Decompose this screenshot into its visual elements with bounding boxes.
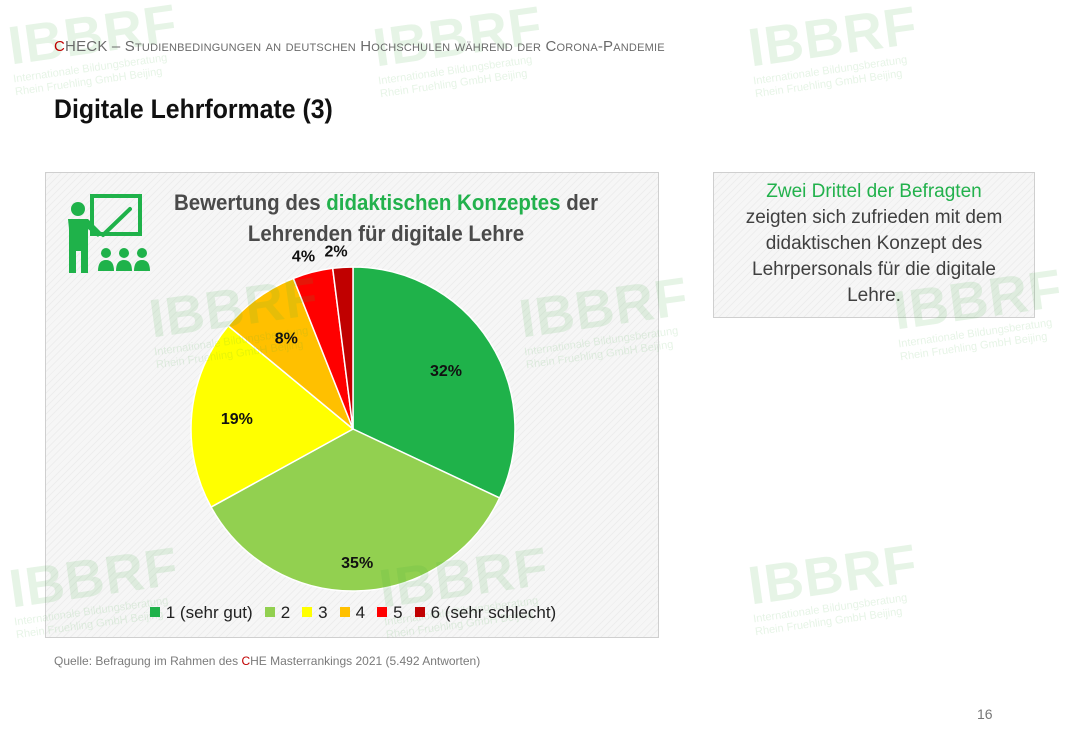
chart-title-part-1: Bewertung des xyxy=(173,190,327,215)
header-text: HECK – Studienbedingungen an deutschen H… xyxy=(65,38,665,55)
source-note: Quelle: Befragung im Rahmen des CHE Mast… xyxy=(54,654,480,668)
legend-swatch xyxy=(414,607,425,617)
legend-item-1: 1 (sehr gut) xyxy=(149,603,253,623)
chart-legend: 1 (sehr gut) 2 3 4 5 6 (sehr schlecht) xyxy=(46,603,660,623)
page-number: 16 xyxy=(977,706,993,722)
source-highlight: C xyxy=(241,654,251,668)
legend-item-2: 2 xyxy=(264,603,291,623)
legend-swatch xyxy=(149,607,160,617)
legend-label: 4 xyxy=(355,603,366,622)
legend-swatch xyxy=(377,607,388,617)
header-highlight: C xyxy=(54,38,66,55)
pie-chart: 32% 35% 19% 8% 4% 2% xyxy=(190,243,516,592)
pie-label-4: 8% xyxy=(275,330,298,347)
pie-slice-3 xyxy=(190,324,355,509)
summary-callout: Zwei Drittel der Befragten zeigten sich … xyxy=(713,172,1035,318)
watermark: IBBRF Internationale Bildungsberatung Rh… xyxy=(744,0,922,101)
callout-highlight: Zwei Drittel der Befragten xyxy=(766,181,982,202)
legend-swatch xyxy=(339,607,350,617)
pie-slice-6 xyxy=(331,266,354,430)
legend-swatch xyxy=(264,607,275,617)
pie-label-3: 19% xyxy=(221,411,253,428)
pie-label-6: 2% xyxy=(324,243,347,260)
legend-item-5: 5 xyxy=(377,603,403,623)
header-breadcrumb: CHECK – Studienbedingungen an deutschen … xyxy=(54,38,665,55)
watermark: IBBRF Internationale Bildungsberatung Rh… xyxy=(744,533,922,639)
legend-item-6: 6 (sehr schlecht) xyxy=(414,603,557,623)
chart-title-highlight: didaktischen Konzeptes xyxy=(326,190,561,215)
legend-swatch xyxy=(302,607,313,617)
page-title: Digitale Lehrformate (3) xyxy=(54,94,333,124)
source-prefix: Quelle: Befragung im Rahmen des xyxy=(54,654,242,668)
chart-title-part-3: der xyxy=(560,190,599,215)
legend-label: 2 xyxy=(280,603,291,622)
teacher-presentation-icon xyxy=(68,194,150,273)
source-suffix: HE Masterrankings 2021 (5.492 Antworten) xyxy=(250,654,481,668)
legend-label: 6 (sehr schlecht) xyxy=(430,603,557,622)
legend-label: 3 xyxy=(318,603,328,622)
chart-panel: Bewertung des didaktischen Konzeptes der… xyxy=(6,172,692,641)
legend-label: 5 xyxy=(393,603,403,622)
chart-title-line-2: Lehrenden für digitale Lehre xyxy=(247,221,525,246)
chart-title: Bewertung des didaktischen Konzeptes der… xyxy=(154,187,619,249)
legend-item-3: 3 xyxy=(302,603,328,623)
pie-slice-2 xyxy=(210,428,501,592)
legend-label: 1 (sehr gut) xyxy=(165,603,253,622)
pie-label-2: 35% xyxy=(341,555,373,572)
pie-slice-1 xyxy=(352,266,516,499)
pie-label-1: 32% xyxy=(430,363,462,380)
callout-text: zeigten sich zufrieden mit dem didaktisc… xyxy=(745,207,1003,306)
pie-label-5: 4% xyxy=(292,249,315,266)
legend-item-4: 4 xyxy=(339,603,366,623)
